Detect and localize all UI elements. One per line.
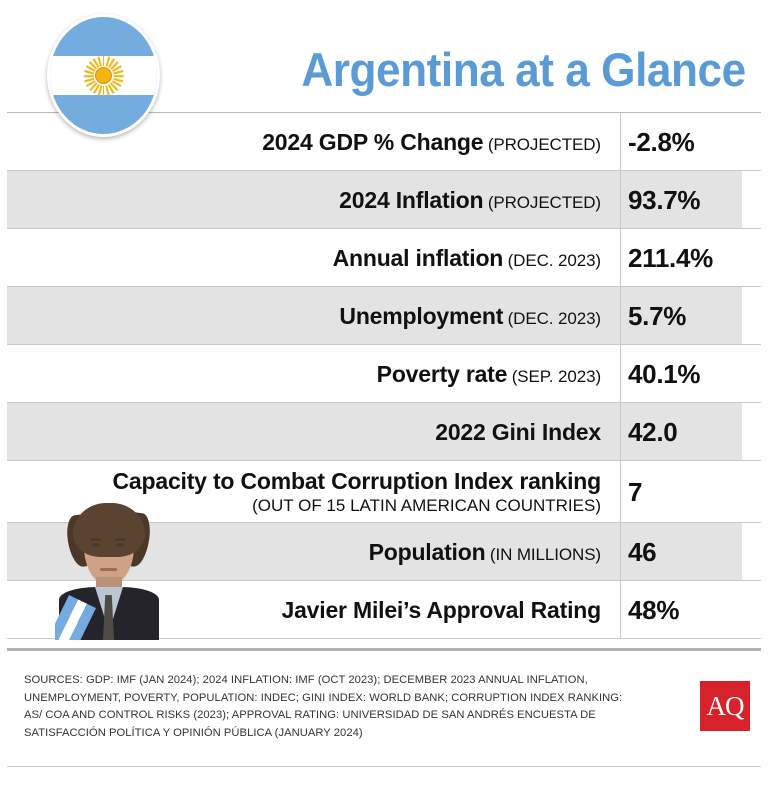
row-label-cell: Capacity to Combat Corruption Index rank… <box>0 468 613 516</box>
column-divider <box>620 171 621 229</box>
row-label: Capacity to Combat Corruption Index rank… <box>112 468 602 494</box>
row-label: Unemployment <box>339 302 504 329</box>
portrait-eye-left <box>92 543 100 547</box>
table-row: 2024 GDP % Change (PROJECTED) -2.8% <box>0 113 768 171</box>
aq-logo: AQ <box>700 681 750 731</box>
row-label-cell: Unemployment (DEC. 2023) <box>0 303 613 330</box>
stats-table: 2024 GDP % Change (PROJECTED) -2.8% 2024… <box>0 113 768 639</box>
argentina-flag-circle-icon <box>47 14 160 137</box>
row-label: 2024 GDP % Change <box>262 128 484 155</box>
row-value: 40.1% <box>628 358 701 389</box>
row-label-cell: Annual inflation (DEC. 2023) <box>0 245 613 272</box>
row-separator <box>7 228 761 229</box>
row-separator <box>7 638 761 639</box>
row-label-note: (PROJECTED) <box>487 134 601 154</box>
row-separator <box>7 460 761 461</box>
row-label-note: (IN MILLIONS) <box>489 544 601 564</box>
column-divider <box>620 113 621 171</box>
row-value: 93.7% <box>628 184 701 215</box>
row-label-note: (DEC. 2023) <box>507 250 601 270</box>
row-label-cell: Population (IN MILLIONS) <box>0 539 613 566</box>
header: Argentina at a Glance <box>0 0 768 137</box>
row-value: 48% <box>628 594 680 625</box>
row-label: 2022 Gini Index <box>435 418 601 445</box>
row-separator <box>7 522 761 523</box>
flag-inner <box>50 17 157 134</box>
row-label-note: (SEP. 2023) <box>511 366 601 386</box>
aq-logo-text: AQ <box>706 690 745 721</box>
portrait-tie <box>103 595 114 640</box>
javier-milei-portrait-icon <box>55 503 163 640</box>
header-divider <box>7 112 761 113</box>
table-row: Unemployment (DEC. 2023) 5.7% <box>0 287 768 345</box>
row-label-note: (OUT OF 15 LATIN AMERICAN COUNTRIES) <box>252 496 601 515</box>
row-separator <box>7 402 761 403</box>
row-label-cell: 2022 Gini Index <box>0 419 613 446</box>
row-label-cell: Javier Milei’s Approval Rating <box>0 597 613 624</box>
column-divider <box>620 403 621 461</box>
table-row: Javier Milei’s Approval Rating 48% <box>0 581 768 639</box>
row-value: 7 <box>628 476 643 507</box>
row-separator <box>7 344 761 345</box>
table-row: 2024 Inflation (PROJECTED) 93.7% <box>0 171 768 229</box>
column-divider <box>620 229 621 287</box>
page-title: Argentina at a Glance <box>301 43 747 96</box>
table-row: 2022 Gini Index 42.0 <box>0 403 768 461</box>
row-value: -2.8% <box>628 126 695 157</box>
column-divider <box>620 287 621 345</box>
row-value: 211.4% <box>628 242 713 273</box>
column-divider <box>620 461 621 523</box>
footer-bottom-divider <box>7 766 761 767</box>
row-value: 46 <box>628 536 657 567</box>
sources-note: SOURCES: GDP: IMF (JAN 2024); 2024 INFLA… <box>24 674 623 739</box>
table-row: Poverty rate (SEP. 2023) 40.1% <box>0 345 768 403</box>
table-row: Annual inflation (DEC. 2023) 211.4% <box>0 229 768 287</box>
row-background <box>7 403 742 461</box>
portrait-hair-top <box>73 503 145 557</box>
row-label: Annual inflation <box>332 244 504 271</box>
portrait-eye-right <box>116 543 124 547</box>
row-separator <box>7 286 761 287</box>
sun-of-may-rays-icon <box>84 55 124 96</box>
sun-of-may-disc-icon <box>95 67 112 84</box>
footer-top-divider <box>7 648 761 651</box>
row-background <box>7 171 742 229</box>
row-label-cell: 2024 GDP % Change (PROJECTED) <box>0 129 613 156</box>
row-label-cell: Poverty rate (SEP. 2023) <box>0 361 613 388</box>
column-divider <box>620 345 621 403</box>
row-value: 5.7% <box>628 300 687 331</box>
portrait-brow-right <box>115 538 126 541</box>
table-row: Capacity to Combat Corruption Index rank… <box>0 461 768 523</box>
row-label: 2024 Inflation <box>339 186 484 213</box>
row-label-cell: 2024 Inflation (PROJECTED) <box>0 187 613 214</box>
row-background <box>7 287 742 345</box>
row-label-note: (PROJECTED) <box>487 192 601 212</box>
row-label: Population <box>368 538 486 565</box>
column-divider <box>620 523 621 581</box>
portrait-mouth <box>100 568 117 571</box>
row-separator <box>7 580 761 581</box>
row-label: Javier Milei’s Approval Rating <box>281 596 601 623</box>
row-label-note: (DEC. 2023) <box>507 308 601 328</box>
row-separator <box>7 170 761 171</box>
portrait-brow-left <box>90 538 101 541</box>
row-label: Poverty rate <box>376 360 508 387</box>
column-divider <box>620 581 621 639</box>
row-value: 42.0 <box>628 416 678 447</box>
